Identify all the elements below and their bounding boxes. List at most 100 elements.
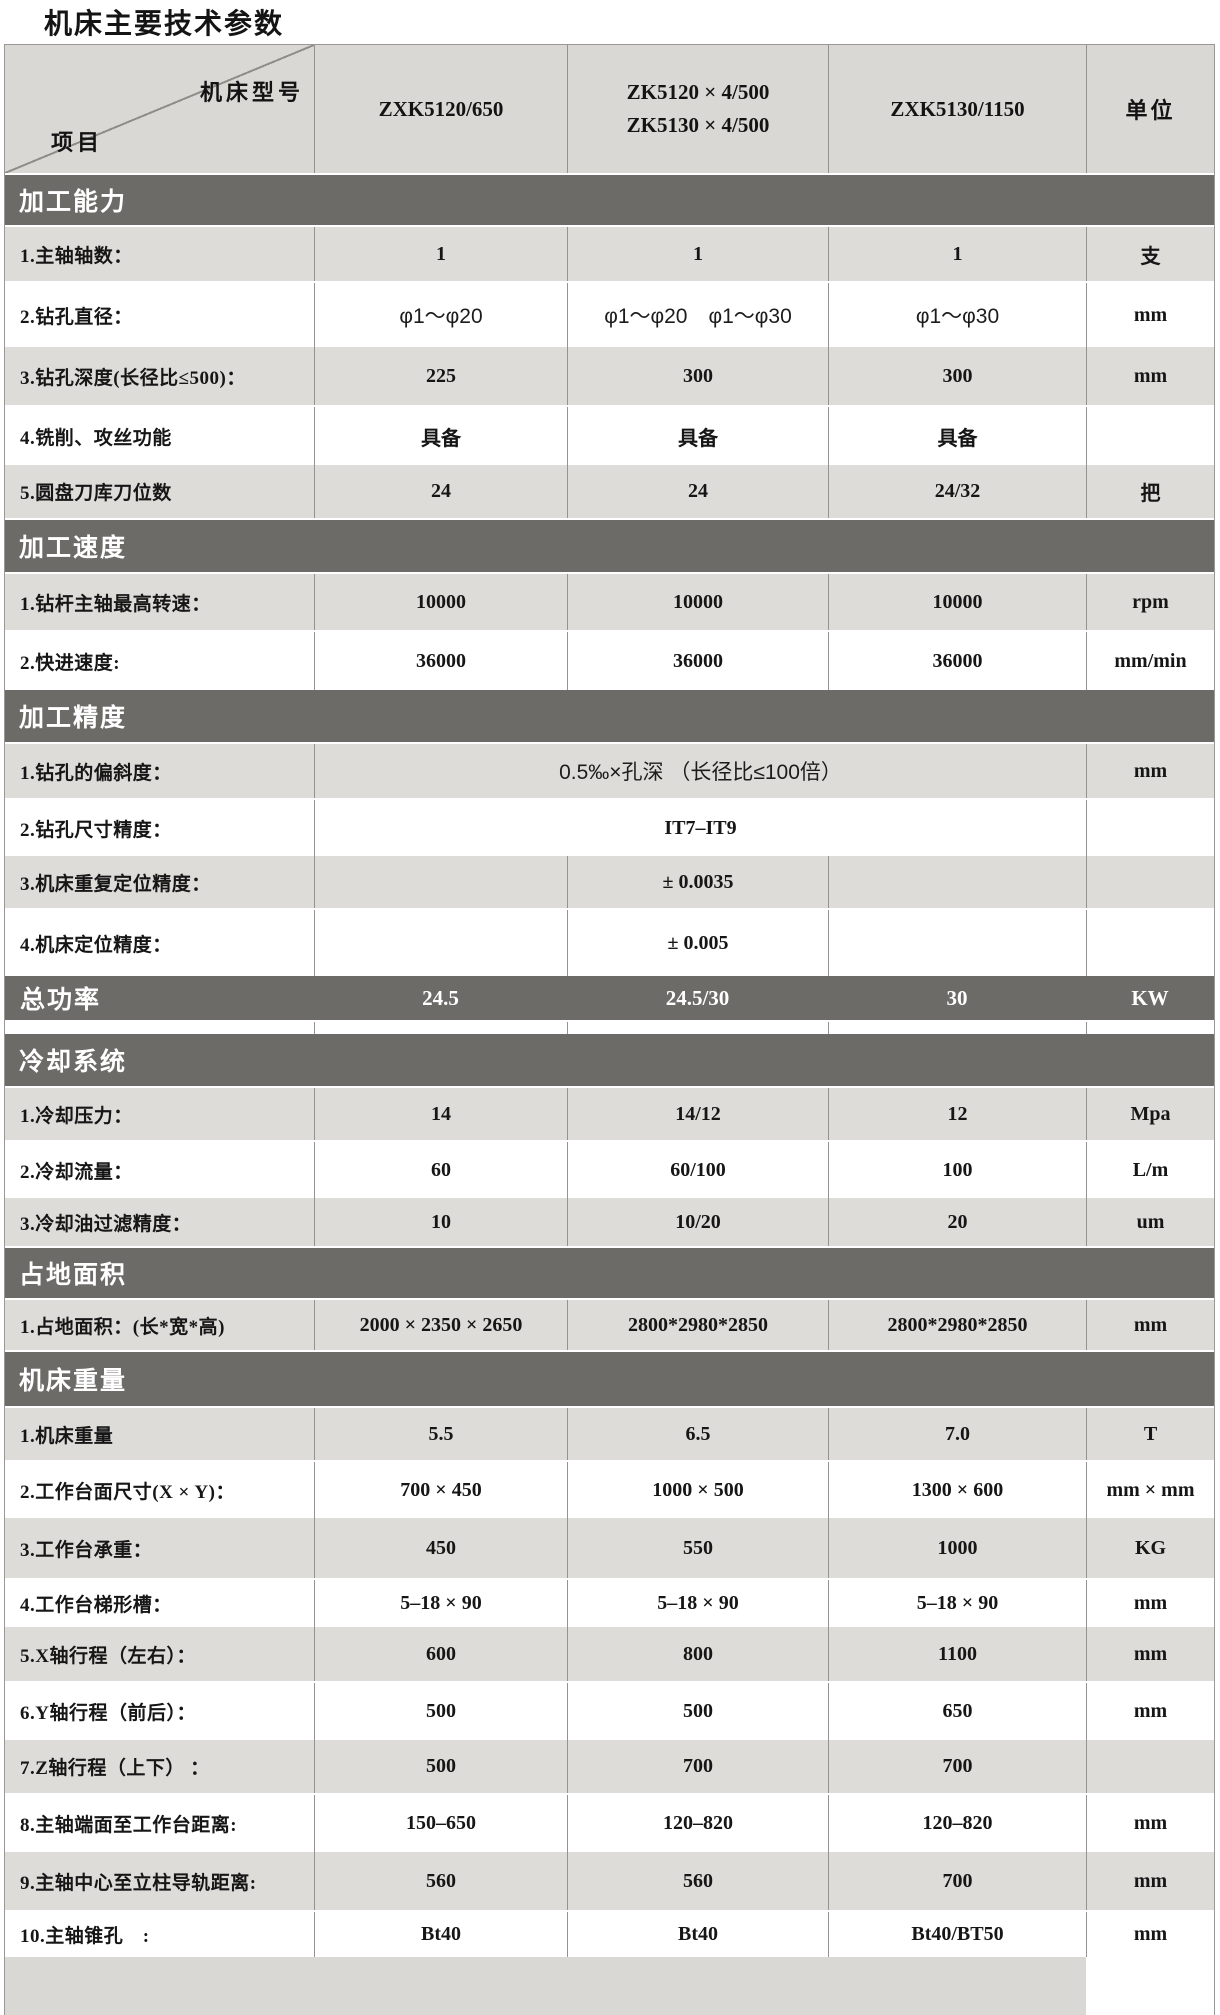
table-row: 10.主轴锥孔 : Bt40 Bt40 Bt40/BT50 mm — [5, 1912, 1214, 1957]
row-label: 2.快进速度: — [20, 652, 121, 674]
table-header-row: 机床型号 项目 ZXK5120/650 ZK5120 × 4/500 ZK513… — [5, 45, 1214, 175]
value-cell: 550 — [567, 1518, 828, 1578]
value-cell: 14/12 — [567, 1088, 828, 1140]
band-value-cell: 30 — [946, 985, 968, 1010]
value-cell: 12 — [828, 1088, 1086, 1140]
value-cell: 800 — [567, 1627, 828, 1681]
value-cell: ± 0.005 — [567, 910, 828, 976]
value-cell: 24/32 — [828, 465, 1086, 518]
value-cell: 150–650 — [314, 1795, 567, 1852]
section-band-with-values: 总功率 24.5 24.5/30 30 KW — [5, 976, 1214, 1022]
value-cell: Bt40/BT50 — [828, 1912, 1086, 1957]
row-label: 5.圆盘刀库刀位数 — [20, 483, 172, 504]
value-cell: 36000 — [567, 632, 828, 690]
row-label: 10.主轴锥孔 : — [20, 1926, 150, 1947]
spacer-cell — [314, 1022, 567, 1034]
header-model-2-line2: ZK5130 × 4/500 — [626, 113, 770, 137]
merged-value-cell: 0.5‰×孔深 （长径比≤100倍） — [314, 744, 1086, 798]
value-cell: 650 — [828, 1683, 1086, 1740]
section-band-label: 总功率 — [20, 986, 102, 1014]
row-label: 4.工作台梯形槽： — [20, 1595, 172, 1616]
table-footer-strip — [5, 1957, 1214, 2015]
unit-cell: KG — [1086, 1518, 1214, 1578]
unit-cell: mm — [1086, 1683, 1214, 1740]
unit-cell: mm — [1086, 1580, 1214, 1627]
table-row: 4.机床定位精度： ± 0.005 — [5, 910, 1214, 976]
value-cell: 24 — [314, 465, 567, 518]
band-value-cell: 24.5 — [422, 985, 459, 1010]
header-model-2-line1: ZK5120 × 4/500 — [626, 80, 770, 105]
value-cell: 1000 × 500 — [567, 1462, 828, 1518]
row-label: 2.钻孔尺寸精度： — [20, 819, 172, 841]
row-label: 3.冷却油过滤精度： — [20, 1213, 192, 1235]
value-cell: 7.0 — [828, 1408, 1086, 1460]
table-row: 1.机床重量 5.5 6.5 7.0 T — [5, 1408, 1214, 1462]
unit-cell: mm — [1086, 283, 1214, 347]
value-cell: 500 — [314, 1683, 567, 1740]
table-row: 1.冷却压力： 14 14/12 12 Mpa — [5, 1088, 1214, 1142]
table-row: 2.工作台面尺寸(X × Y)： 700 × 450 1000 × 500 1300 … — [5, 1462, 1214, 1518]
spec-table-body: 加工能力 1.主轴轴数： 1 1 1 支 2.钻孔直径： φ1～φ20 φ1～φ20 φ1～φ3… — [5, 175, 1214, 1957]
header-model-2: ZK5120 × 4/500 ZK5130 × 4/500 — [567, 45, 828, 173]
value-cell: 560 — [567, 1852, 828, 1910]
unit-cell: mm × mm — [1086, 1462, 1214, 1518]
value-cell: 36000 — [314, 632, 567, 690]
table-row: 8.主轴端面至工作台距离: 150–650 120–820 120–820 mm — [5, 1795, 1214, 1852]
section-band: 加工能力 — [5, 175, 1214, 227]
row-label: 1.主轴轴数： — [20, 245, 133, 267]
unit-cell: mm — [1086, 1852, 1214, 1910]
value-cell: 2800*2980*2850 — [828, 1300, 1086, 1350]
row-label: 4.机床定位精度： — [20, 934, 172, 956]
row-label: 3.钻孔深度(长径比≤500)： — [20, 367, 246, 389]
value-cell: 1 — [314, 227, 567, 281]
table-row: 5.圆盘刀库刀位数 24 24 24/32 把 — [5, 465, 1214, 520]
value-cell: 5–18 × 90 — [314, 1580, 567, 1627]
value-cell: 700 — [567, 1740, 828, 1793]
unit-cell: Mpa — [1086, 1088, 1214, 1140]
unit-cell: L/m — [1086, 1142, 1214, 1198]
unit-cell — [1086, 856, 1214, 908]
unit-cell: mm — [1086, 1795, 1214, 1852]
value-cell — [314, 910, 567, 976]
value-cell: 36000 — [828, 632, 1086, 690]
table-row: 4.铣削、攻丝功能 具备 具备 具备 — [5, 407, 1214, 465]
page-title: 机床主要技术参数 — [44, 9, 285, 40]
value-cell: 10 — [314, 1198, 567, 1246]
value-cell: 450 — [314, 1518, 567, 1578]
unit-cell: mm/min — [1086, 632, 1214, 690]
table-row: 2.快进速度: 36000 36000 36000 mm/min — [5, 632, 1214, 690]
value-cell: 14 — [314, 1088, 567, 1140]
value-cell: 2000 × 2350 × 2650 — [314, 1300, 567, 1350]
table-row: 2.钻孔尺寸精度： IT7–IT9 — [5, 800, 1214, 856]
section-band: 加工精度 — [5, 690, 1214, 744]
section-band: 机床重量 — [5, 1352, 1214, 1408]
footer-strip-white — [1086, 1957, 1214, 2015]
row-label: 2.冷却流量： — [20, 1161, 133, 1183]
value-cell: 5–18 × 90 — [567, 1580, 828, 1627]
table-row: 5.X轴行程（左右）： 600 800 1100 mm — [5, 1627, 1214, 1683]
unit-cell: mm — [1086, 1912, 1214, 1957]
unit-cell: mm — [1086, 1627, 1214, 1681]
footer-strip-gray — [5, 1957, 1086, 2015]
row-label: 1.机床重量 — [20, 1425, 114, 1447]
unit-cell — [1086, 1740, 1214, 1793]
section-band: 加工速度 — [5, 520, 1214, 574]
row-label: 1.钻杆主轴最高转速： — [20, 593, 211, 615]
value-cell: 10000 — [314, 574, 567, 630]
header-diagonal-top-label: 机床型号 — [199, 80, 304, 105]
unit-cell: um — [1086, 1198, 1214, 1246]
value-cell: 具备 — [828, 407, 1086, 465]
merged-value-cell: IT7–IT9 — [314, 800, 1086, 856]
section-band: 占地面积 — [5, 1248, 1214, 1300]
unit-cell — [1086, 407, 1214, 465]
row-label: 2.工作台面尺寸(X × Y)： — [20, 1481, 235, 1503]
spacer-row — [5, 1022, 1214, 1034]
section-band: 冷却系统 — [5, 1034, 1214, 1088]
header-diagonal-cell: 机床型号 项目 — [5, 45, 314, 173]
header-diagonal-bottom-label: 项目 — [51, 130, 104, 155]
value-cell: 2800*2980*2850 — [567, 1300, 828, 1350]
value-cell: 560 — [314, 1852, 567, 1910]
value-cell: 120–820 — [567, 1795, 828, 1852]
value-cell: 10/20 — [567, 1198, 828, 1246]
